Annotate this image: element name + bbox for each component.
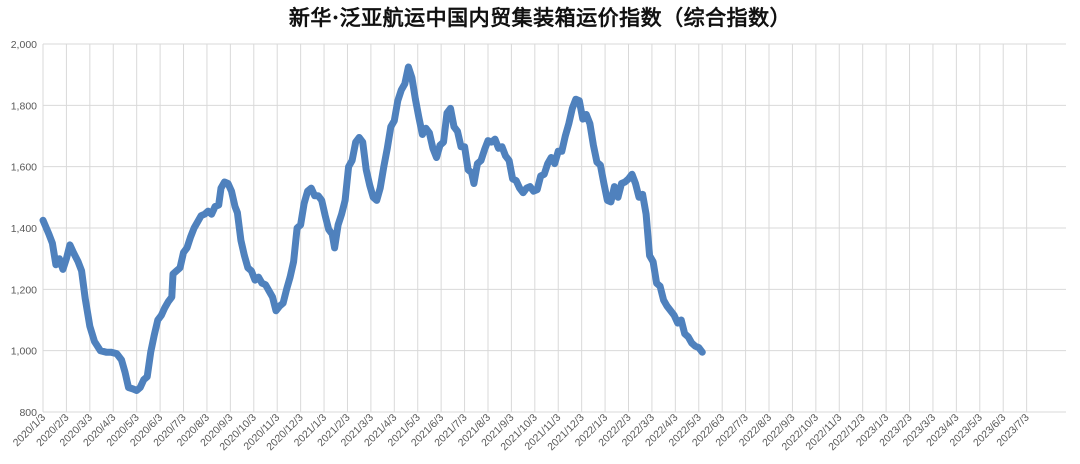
- y-tick-label: 1,400: [11, 223, 37, 235]
- y-tick-label: 1,600: [11, 162, 37, 174]
- series-lines: [39, 63, 706, 394]
- y-tick-label: 2,000: [11, 39, 37, 51]
- x-axis-ticks: 2020/1/32020/2/32020/3/32020/4/32020/5/3…: [11, 412, 1032, 454]
- series-line: [39, 63, 706, 394]
- y-tick-label: 1,200: [11, 284, 37, 296]
- chart-title: 新华·泛亚航运中国内贸集装箱运价指数（综合指数）: [288, 5, 792, 30]
- y-tick-label: 1,000: [11, 346, 37, 358]
- y-axis-ticks: 800 1,000 1,200 1,400 1,600 1,800 2,000: [11, 39, 37, 419]
- y-tick-label: 800: [19, 407, 37, 419]
- y-tick-label: 1,800: [11, 100, 37, 112]
